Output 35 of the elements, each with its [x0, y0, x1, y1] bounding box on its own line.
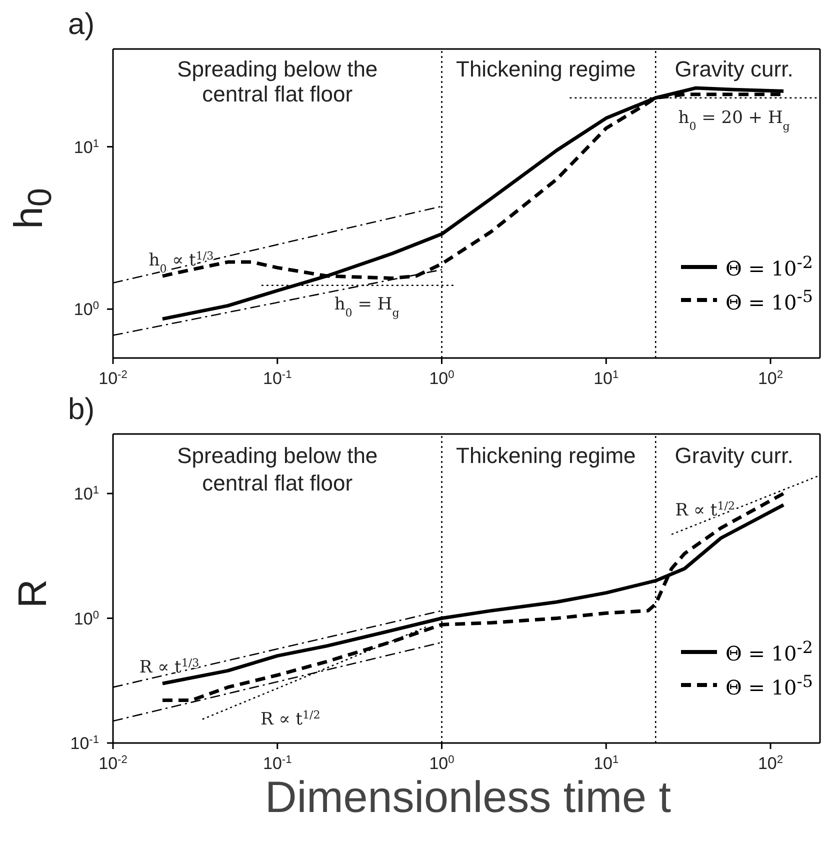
annotation: Thickening regime	[456, 56, 636, 82]
y-tick-label: 10$^{1}$	[74, 138, 99, 157]
legend-label: Θ = 10$^{-5}$	[725, 672, 813, 700]
x-tick-label: 10$^{-1}$	[263, 754, 292, 773]
legend-label: Θ = 10$^{-2}$	[725, 253, 813, 281]
x-tick-label: 10$^{0}$	[429, 754, 454, 773]
annotation: R ∝ t$^{1/2}$	[675, 498, 735, 520]
annotation: h$_{0}$ = H$_{g}$	[334, 294, 400, 319]
chart-title: b)	[68, 393, 95, 427]
y-tick-label: 10$^{0}$	[74, 609, 99, 628]
chart-title: a)	[68, 8, 95, 42]
annotation: central flat floor	[202, 470, 353, 496]
x-tick-label: 10$^{2}$	[758, 754, 784, 773]
y-tick-label: 10$^{1}$	[74, 484, 99, 504]
x-tick-label: 10$^{1}$	[594, 369, 619, 388]
annotation: Gravity curr.	[674, 56, 794, 82]
annotation: Thickening regime	[456, 442, 636, 468]
x-tick-label: 10$^{-2}$	[98, 369, 128, 388]
x-axis-title: Dimensionless time t	[264, 773, 672, 823]
annotation: h$_{0}$ = 20 + H$_{g}$	[678, 108, 790, 132]
annotation: Gravity curr.	[674, 442, 794, 468]
x-tick-label: 10$^{2}$	[758, 369, 784, 388]
x-tick-label: 10$^{1}$	[594, 754, 619, 773]
x-tick-label: 10$^{-1}$	[263, 369, 292, 388]
legend-label: Θ = 10$^{-2}$	[725, 638, 813, 666]
y-tick-label: 10$^{-1}$	[70, 734, 99, 753]
y-tick-label: 10$^{0}$	[74, 300, 99, 320]
x-tick-label: 10$^{0}$	[429, 369, 454, 388]
annotation: Spreading below the	[177, 442, 378, 468]
y-axis-title: R	[10, 578, 56, 608]
x-tick-label: 10$^{-2}$	[98, 754, 128, 773]
legend-label: Θ = 10$^{-5}$	[725, 286, 813, 314]
annotation: central flat floor	[202, 81, 353, 106]
annotation: Spreading below the	[177, 56, 378, 82]
annotation: R ∝ t$^{1/2}$	[260, 708, 320, 730]
